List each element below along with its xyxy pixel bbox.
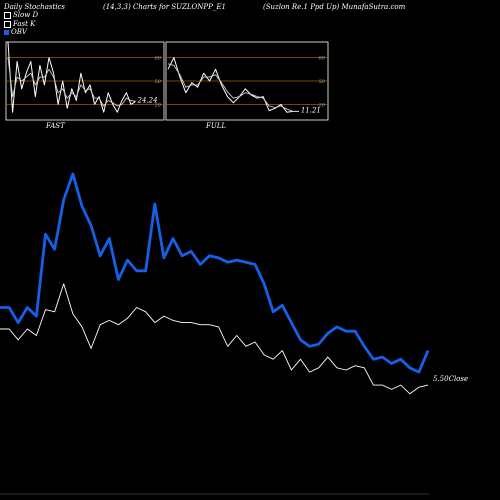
legend-swatch: [4, 29, 9, 35]
full-tick-label: 20: [318, 102, 326, 108]
close-value-label: 5.50Close: [433, 375, 468, 383]
fast-tick-label: 20: [154, 102, 162, 108]
legend-item-slow-d: Slow D: [4, 11, 38, 19]
full-tick-label: 80: [319, 56, 326, 62]
full-tick-label: 50: [319, 79, 326, 85]
obv-line: [0, 172, 430, 374]
full-value-label: 11.21: [301, 106, 321, 114]
chart-title-mid: (14,3,3) Charts for SUZLONPP_E1: [103, 3, 226, 11]
legend-swatch: [4, 11, 11, 19]
chart-title-right: (Suzlon Re.1 Ppd Up) MunafaSutra.com: [263, 3, 406, 11]
price-close-line: [0, 283, 429, 395]
fast-series-slow-d: [7, 57, 136, 107]
full-series-full-d: [167, 63, 299, 112]
full-panel-title: FULL: [206, 122, 227, 130]
legend-item-fast-k: Fast K: [4, 20, 35, 28]
fast-series-fast-k: [7, 41, 136, 113]
fast-tick-label: 50: [155, 79, 162, 85]
legend-swatch: [4, 20, 11, 28]
chart-title-left: Daily Stochastics: [4, 3, 66, 11]
fast-value-label: 24.24: [137, 96, 158, 104]
fast-panel-title: FAST: [46, 122, 65, 130]
legend-item-obv: OBV: [4, 28, 27, 36]
fast-tick-label: 80: [155, 56, 162, 62]
